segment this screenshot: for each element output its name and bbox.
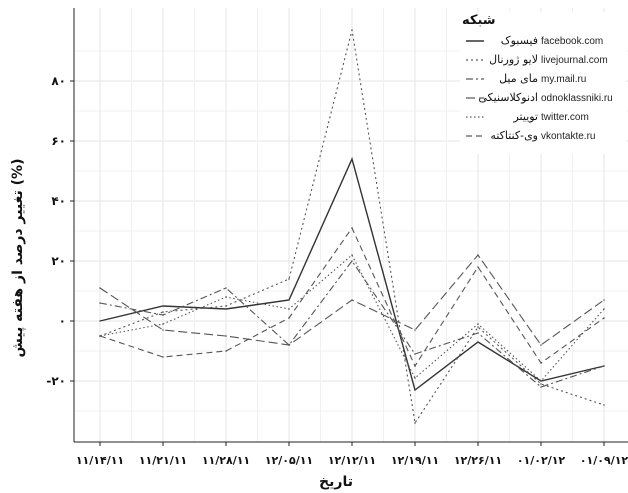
- legend-label: لایو ژورنال: [489, 53, 538, 66]
- legend-label-en: facebook.com: [541, 36, 603, 47]
- x-tick-label: ۱۲/۲۶/۱۱: [454, 454, 502, 467]
- data-point: [225, 287, 227, 289]
- data-point: [225, 308, 227, 310]
- data-point: [162, 311, 164, 313]
- data-point: [477, 341, 479, 343]
- data-point: [477, 323, 479, 325]
- data-point: [414, 377, 416, 379]
- data-point: [414, 389, 416, 391]
- data-point: [162, 329, 164, 331]
- data-point: [477, 332, 479, 334]
- data-point: [351, 29, 353, 31]
- y-axis-title: تغییر درصد از هفته پیش (%): [10, 159, 26, 358]
- x-tick-label: ۱۲/۰۵/۱۱: [265, 454, 313, 467]
- data-point: [351, 158, 353, 160]
- x-tick-label: ۰۱/۰۲/۱۲: [517, 454, 566, 467]
- data-point: [351, 299, 353, 301]
- x-tick-label: ۱۱/۲۸/۱۱: [202, 454, 250, 467]
- data-point: [225, 335, 227, 337]
- legend-label-en: vkontakte.ru: [541, 131, 595, 142]
- x-axis-title: تاریخ: [319, 474, 353, 490]
- legend-label-en: my.mail.ru: [541, 74, 586, 85]
- legend-label-en: livejournal.com: [541, 55, 608, 66]
- legend-label: وی-کنتاکته: [490, 129, 538, 142]
- data-point: [288, 299, 290, 301]
- data-point: [351, 254, 353, 256]
- data-point: [540, 383, 542, 385]
- data-point: [540, 386, 542, 388]
- legend-label: ادنوکلاسنیکی: [478, 91, 538, 104]
- y-tick-label: ۶۰: [51, 134, 66, 148]
- data-point: [162, 323, 164, 325]
- x-tick-label: ۱۲/۱۲/۱۱: [328, 454, 376, 467]
- data-point: [225, 296, 227, 298]
- data-point: [351, 227, 353, 229]
- data-point: [99, 320, 101, 322]
- legend-title: شبکه: [462, 13, 496, 28]
- data-point: [288, 344, 290, 346]
- y-tick-label: ۴۰: [51, 194, 66, 208]
- x-tick-label: ۱۱/۱۴/۱۱: [76, 454, 124, 467]
- data-point: [162, 314, 164, 316]
- data-point: [99, 287, 101, 289]
- y-ticks: -۲۰ ۰ ۲۰ ۴۰ ۶۰ ۸۰: [46, 74, 74, 388]
- data-point: [288, 308, 290, 310]
- data-point: [540, 344, 542, 346]
- data-point: [288, 278, 290, 280]
- y-tick-label: ۰: [59, 314, 66, 328]
- data-point: [99, 302, 101, 304]
- y-tick-label: -۲۰: [46, 374, 66, 388]
- data-point: [225, 350, 227, 352]
- data-point: [540, 380, 542, 382]
- data-point: [477, 326, 479, 328]
- data-point: [603, 404, 605, 406]
- legend-label: توییتر: [512, 110, 538, 123]
- data-point: [414, 422, 416, 424]
- data-point: [162, 305, 164, 307]
- legend-label: فیسبوک: [501, 34, 538, 47]
- data-point: [603, 317, 605, 319]
- legend-label-en: odnoklassniki.ru: [541, 93, 613, 104]
- data-point: [288, 317, 290, 319]
- data-point: [99, 335, 101, 337]
- data-point: [477, 254, 479, 256]
- y-tick-label: ۲۰: [51, 254, 66, 268]
- data-point: [603, 299, 605, 301]
- legend-label-en: twitter.com: [541, 112, 589, 123]
- x-tick-label: ۱۲/۱۹/۱۱: [391, 454, 439, 467]
- x-tick-label: ۰۱/۰۹/۱۲: [580, 454, 628, 467]
- y-tick-label: ۸۰: [51, 74, 66, 88]
- data-point: [477, 266, 479, 268]
- data-point: [414, 365, 416, 367]
- data-point: [540, 362, 542, 364]
- data-point: [603, 308, 605, 310]
- data-point: [351, 260, 353, 262]
- data-point: [414, 353, 416, 355]
- data-point: [414, 329, 416, 331]
- data-point: [603, 365, 605, 367]
- legend-label: مای میل: [499, 72, 538, 85]
- data-point: [225, 305, 227, 307]
- x-ticks: ۱۱/۱۴/۱۱ ۱۱/۲۱/۱۱ ۱۱/۲۸/۱۱ ۱۲/۰۵/۱۱ ۱۲/۱۲/۱۱…: [76, 442, 628, 467]
- data-point: [162, 356, 164, 358]
- x-tick-label: ۱۱/۲۱/۱۱: [139, 454, 187, 467]
